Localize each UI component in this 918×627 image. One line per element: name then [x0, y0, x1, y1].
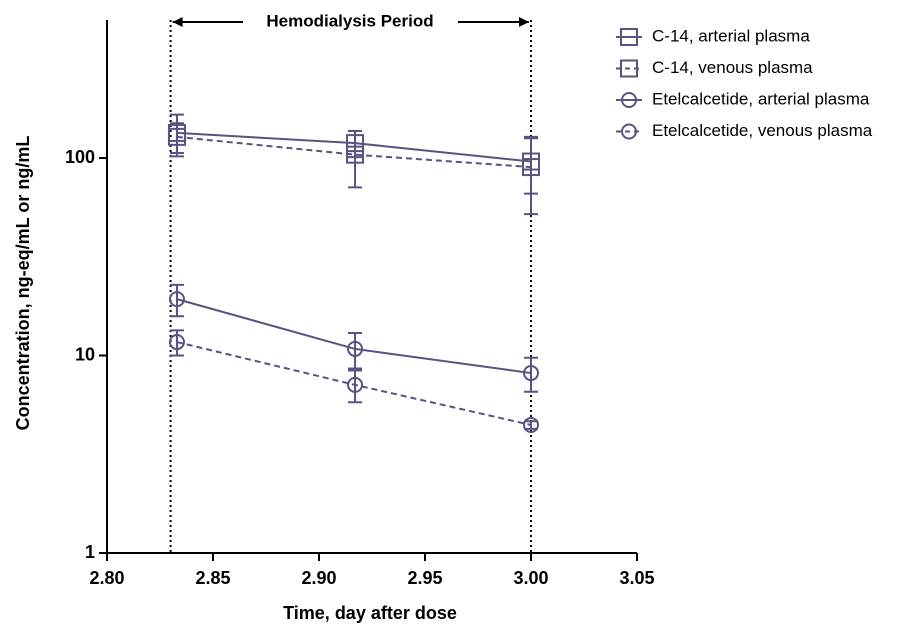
legend-marker — [620, 59, 638, 78]
marker — [522, 158, 540, 177]
marker — [168, 334, 185, 351]
marker — [167, 127, 186, 146]
x-tick-label: 2.95 — [407, 568, 442, 588]
marker — [346, 145, 365, 164]
annotation: Hemodialysis Period — [266, 11, 433, 30]
legend-marker — [620, 28, 638, 46]
error-bar — [348, 369, 363, 404]
y-tick-label: 10 — [75, 344, 95, 364]
error-bar — [348, 130, 363, 189]
arrow-head — [519, 17, 529, 27]
legend-label: C-14, arterial plasma — [652, 26, 810, 45]
error-bar — [348, 332, 363, 370]
marker — [523, 416, 539, 433]
arrow-head — [172, 17, 183, 27]
x-tick-label: 2.80 — [89, 568, 124, 588]
legend-label: C-14, venous plasma — [652, 58, 813, 77]
legend-marker — [621, 123, 637, 140]
marker — [347, 376, 364, 393]
y-tick-label: 1 — [85, 542, 95, 562]
marker — [523, 365, 539, 382]
error-bar — [169, 283, 184, 318]
x-tick-label: 2.90 — [301, 568, 336, 588]
x-axis-label: Time, day after dose — [283, 603, 457, 623]
series-line — [176, 341, 532, 426]
legend-marker — [621, 92, 637, 108]
error-bar — [524, 356, 538, 393]
series-line — [176, 298, 532, 375]
y-tick-label: 100 — [65, 147, 95, 167]
x-tick-label: 2.85 — [195, 568, 230, 588]
marker — [168, 291, 185, 308]
error-bar — [524, 420, 538, 430]
legend-label: Etelcalcetide, arterial plasma — [652, 89, 870, 108]
x-tick-label: 3.00 — [513, 568, 548, 588]
y-axis-label: Concentration, ng-eq/mL or ng/mL — [13, 136, 33, 431]
marker — [347, 340, 364, 357]
x-tick-label: 3.05 — [619, 568, 654, 588]
legend-label: Etelcalcetide, venous plasma — [652, 121, 873, 140]
